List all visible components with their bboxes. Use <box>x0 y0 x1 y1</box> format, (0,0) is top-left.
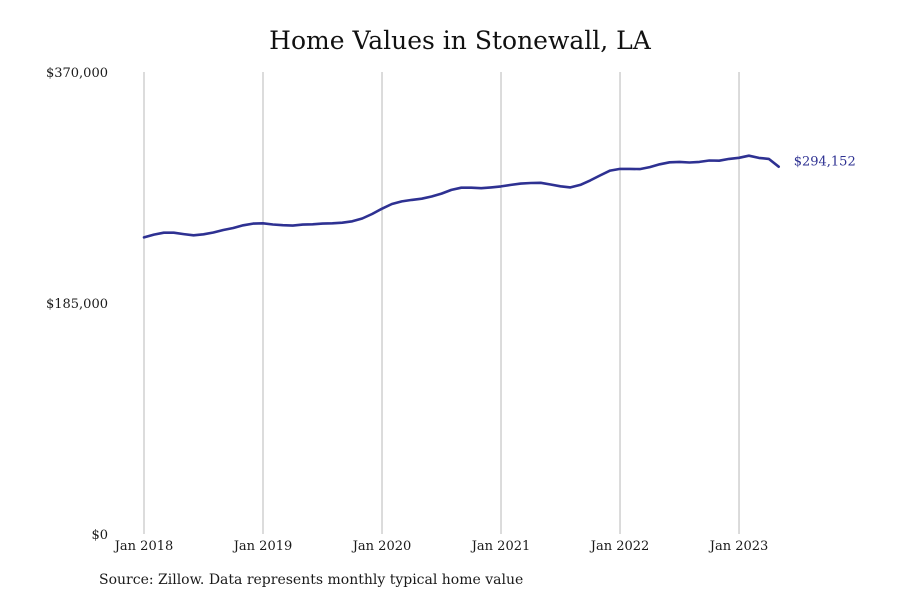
y-tick-label: $370,000 <box>46 66 108 81</box>
series-line <box>142 154 781 239</box>
x-axis-tick-labels: Jan 2018 Jan 2019 Jan 2020 Jan 2021 Jan 2022… <box>113 539 769 554</box>
data-labels: $294,152 <box>794 155 856 170</box>
x-tick-label: Jan 2019 <box>232 539 293 554</box>
x-tick-label: Jan 2020 <box>351 539 412 554</box>
x-tick-label: Jan 2022 <box>589 539 650 554</box>
gridlines <box>143 72 740 534</box>
chart-title: Home Values in Stonewall, LA <box>269 26 651 55</box>
source-note: Source: Zillow. Data represents monthly … <box>99 572 524 588</box>
y-tick-label: $185,000 <box>46 297 108 312</box>
y-tick-label: $0 <box>91 528 108 543</box>
x-tick-label: Jan 2021 <box>470 539 531 554</box>
x-tick-label: Jan 2018 <box>113 539 174 554</box>
x-tick-label: Jan 2023 <box>708 539 769 554</box>
end-value-label: $294,152 <box>794 155 856 170</box>
y-axis-tick-labels: $0 $185,000 $370,000 <box>46 66 108 543</box>
series-layer <box>142 154 781 239</box>
